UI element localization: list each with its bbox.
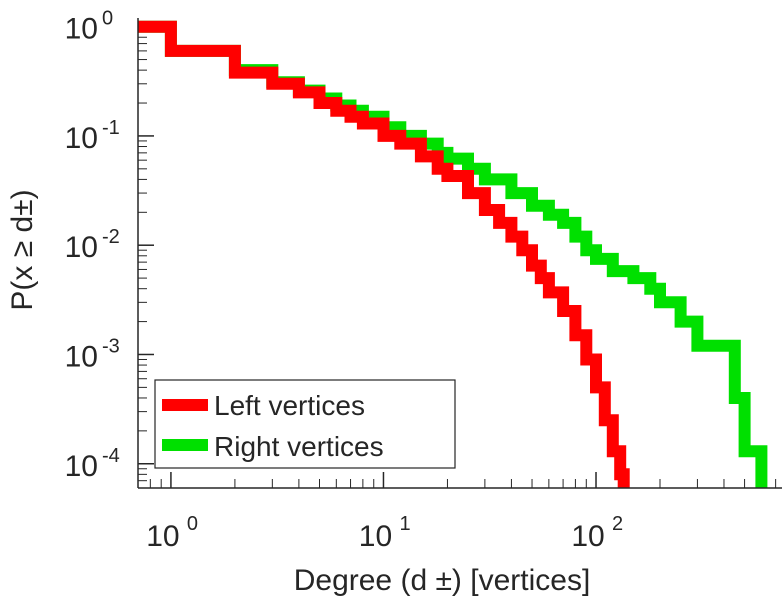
x-tick-exponent: 1 [399, 513, 410, 535]
x-axis-title: Degree (d ±) [vertices] [294, 564, 591, 597]
y-tick-exponent: -2 [102, 226, 120, 248]
major-ticks [138, 25, 597, 488]
x-tick-labels: 10 0 10 1 10 2 [146, 513, 623, 553]
series-line-left-vertices [138, 20, 630, 488]
y-tick-label: 10 [65, 13, 98, 46]
y-tick-label: 10 [65, 450, 98, 483]
x-tick-exponent: 0 [187, 513, 198, 535]
y-tick-exponent: 0 [102, 8, 113, 30]
y-tick-exponent: -1 [102, 117, 120, 139]
y-tick-label: 10 [65, 340, 98, 373]
minor-ticks [137, 31, 777, 489]
y-tick-label: 10 [65, 122, 98, 155]
y-tick-exponent: -4 [102, 445, 120, 467]
legend-label-right: Right vertices [214, 431, 384, 462]
y-tick-label: 10 [65, 231, 98, 264]
x-tick-label: 10 [359, 520, 392, 553]
y-tick-exponent: -3 [102, 335, 120, 357]
y-axis-title: P(x ≥ d±) [6, 189, 39, 310]
legend-label-left: Left vertices [214, 390, 365, 421]
legend-box [154, 379, 456, 469]
x-tick-label: 10 [571, 520, 604, 553]
series-layer [138, 20, 768, 488]
x-tick-label: 10 [146, 520, 179, 553]
x-tick-exponent: 2 [612, 513, 623, 535]
legend: Left vertices Right vertices [154, 379, 456, 469]
